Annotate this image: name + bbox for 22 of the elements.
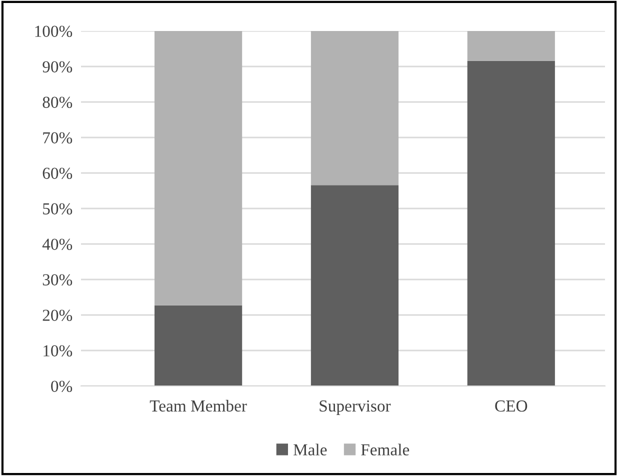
y-tick-label: 50%	[43, 203, 72, 214]
bar	[154, 305, 242, 386]
y-tick-label: 0%	[51, 380, 72, 392]
y-tick-label: 60%	[42, 168, 72, 179]
y-tick-label: 10%	[44, 345, 72, 356]
bar	[467, 31, 555, 61]
x-tick-label: Supervisor	[320, 400, 391, 416]
y-tick-label: 90%	[42, 61, 72, 72]
y-tick-label: 20%	[42, 310, 72, 321]
y-tick-label: 100%	[35, 26, 72, 37]
bar	[154, 31, 242, 306]
x-tick-label: Team Member	[150, 400, 247, 412]
bar	[467, 60, 555, 386]
y-tick-label: 80%	[42, 96, 72, 108]
y-tick-label: 30%	[42, 274, 72, 286]
x-tick-label: CEO	[495, 400, 528, 412]
bar	[310, 31, 399, 186]
y-tick-label: 40%	[42, 238, 72, 250]
bar	[310, 185, 399, 386]
legend-label: Male	[293, 444, 327, 456]
legend-label: Female	[361, 444, 410, 456]
y-tick-label: 70%	[43, 132, 72, 144]
